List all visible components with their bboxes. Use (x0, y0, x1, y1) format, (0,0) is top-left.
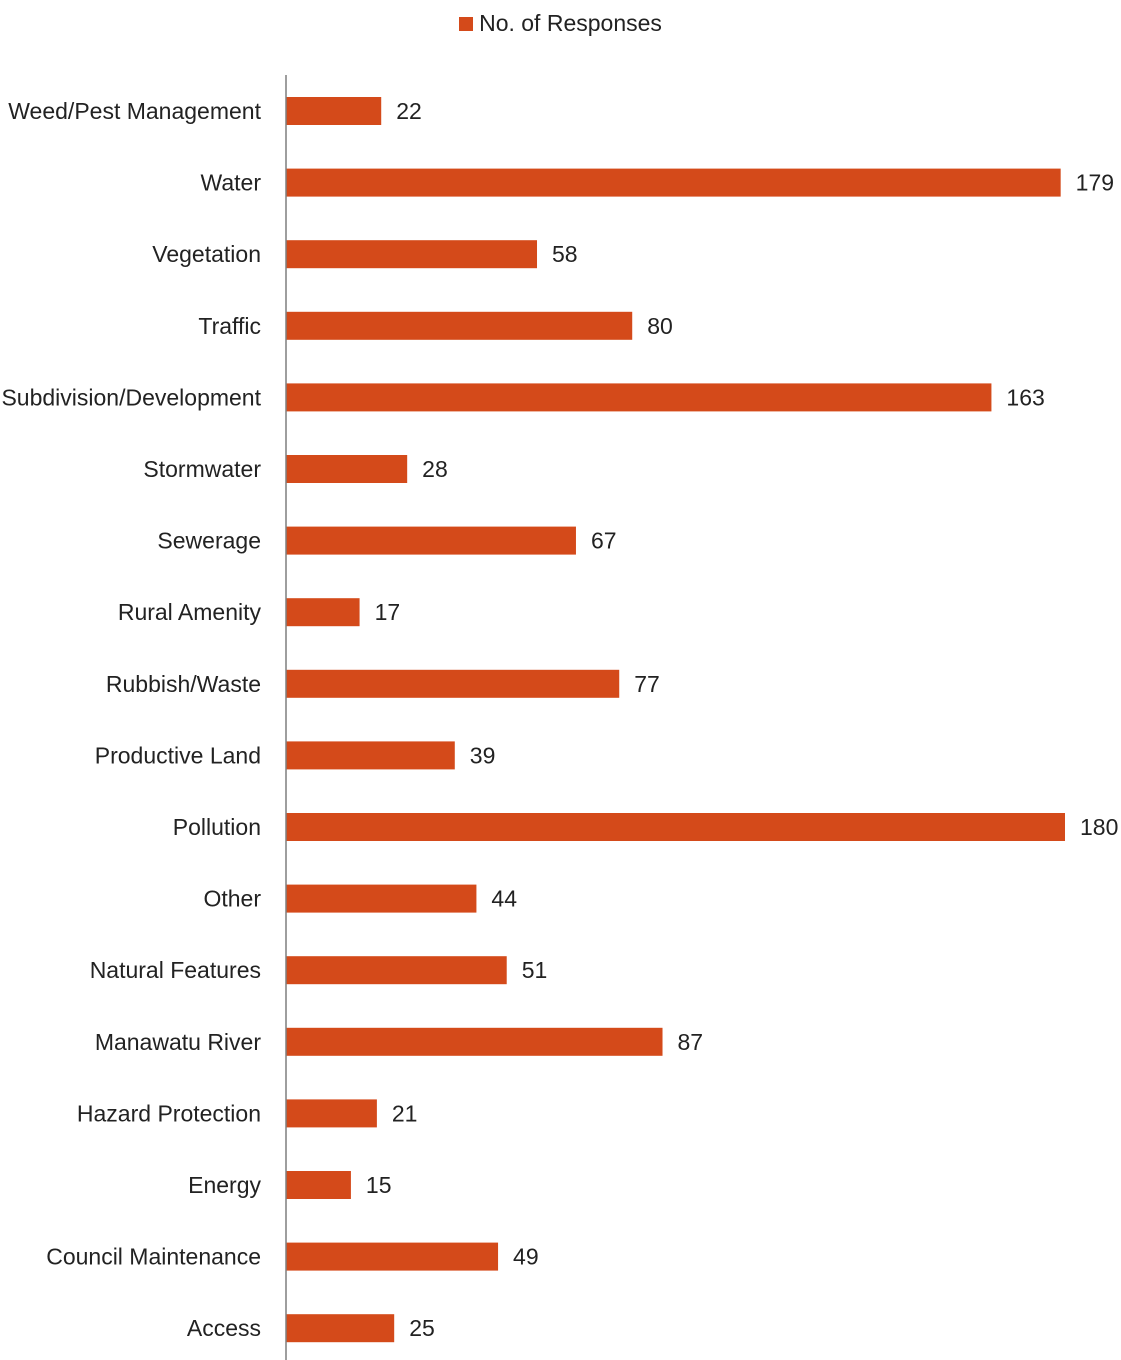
bar-weed-pest-management (286, 97, 382, 125)
value-label-rural-amenity: 17 (375, 599, 401, 625)
value-labels-group: 22 179 58 80 163 28 67 17 77 39 180 44 51 87 21 15 49 25 (366, 98, 1118, 1341)
category-labels-group: Weed/Pest Management Water Vegetation Traff… (1, 98, 261, 1341)
value-label-energy: 15 (366, 1172, 392, 1198)
category-label-energy: Energy (188, 1172, 261, 1198)
category-label-pollution: Pollution (173, 814, 261, 840)
value-label-pollution: 180 (1080, 814, 1118, 840)
category-label-traffic: Traffic (198, 313, 261, 339)
category-label-stormwater: Stormwater (143, 456, 261, 482)
bar-energy (286, 1171, 351, 1199)
value-label-weed-pest-management: 22 (396, 98, 422, 124)
bar-hazard-protection (286, 1099, 377, 1128)
value-label-natural-features: 51 (522, 957, 548, 983)
bar-productive-land (286, 741, 455, 770)
category-label-subdivision-development: Subdivision/Development (1, 384, 261, 410)
value-label-productive-land: 39 (470, 742, 496, 768)
bar-other (286, 884, 477, 913)
bar-vegetation (286, 240, 538, 269)
legend-swatch (459, 16, 474, 31)
value-label-access: 25 (409, 1315, 435, 1341)
value-label-rubbish-waste: 77 (634, 671, 660, 697)
bar-water (286, 168, 1061, 197)
value-label-manawatu-river: 87 (678, 1029, 704, 1055)
bar-traffic (286, 311, 633, 340)
category-label-vegetation: Vegetation (152, 241, 261, 267)
bar-manawatu-river (286, 1027, 663, 1056)
category-label-other: Other (203, 886, 261, 912)
bar-council-maintenance (286, 1242, 499, 1271)
category-label-productive-land: Productive Land (95, 742, 261, 768)
category-label-natural-features: Natural Features (90, 957, 261, 983)
legend-label: No. of Responses (479, 10, 662, 36)
category-label-water: Water (201, 170, 262, 196)
bar-stormwater (286, 455, 408, 483)
value-label-subdivision-development: 163 (1006, 384, 1044, 410)
bars-group (286, 97, 1065, 1343)
value-label-council-maintenance: 49 (513, 1244, 539, 1270)
bar-sewerage (286, 526, 576, 555)
bar-subdivision-development (286, 383, 992, 412)
category-label-manawatu-river: Manawatu River (95, 1029, 262, 1055)
category-label-sewerage: Sewerage (157, 528, 261, 554)
value-label-other: 44 (491, 886, 517, 912)
value-label-stormwater: 28 (422, 456, 448, 482)
bar-access (286, 1314, 395, 1343)
chart-legend: No. of Responses (0, 10, 1121, 37)
category-label-hazard-protection: Hazard Protection (77, 1100, 261, 1126)
bar-pollution (286, 813, 1065, 841)
value-label-traffic: 80 (647, 313, 673, 339)
bar-rubbish-waste (286, 669, 620, 698)
value-label-hazard-protection: 21 (392, 1100, 418, 1126)
bar-rural-amenity (286, 598, 360, 627)
category-label-rural-amenity: Rural Amenity (118, 599, 262, 625)
bar-natural-features (286, 956, 507, 985)
value-label-vegetation: 58 (552, 241, 578, 267)
category-label-access: Access (187, 1315, 261, 1341)
category-label-council-maintenance: Council Maintenance (46, 1244, 261, 1270)
category-label-weed-pest-management: Weed/Pest Management (8, 98, 261, 124)
value-label-water: 179 (1076, 170, 1114, 196)
value-label-sewerage: 67 (591, 528, 617, 554)
category-label-rubbish-waste: Rubbish/Waste (106, 671, 261, 697)
